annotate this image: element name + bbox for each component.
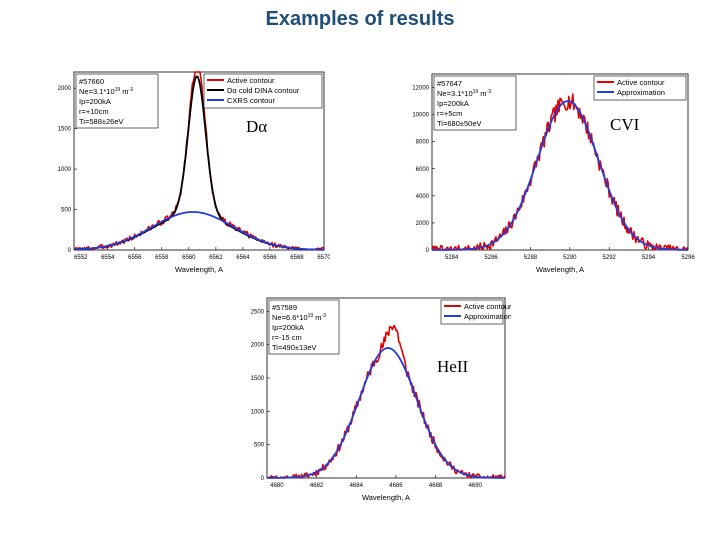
y-tick-label: 2000 <box>416 221 430 227</box>
chart-d-alpha: 6552 6554 6556 6558 6560 6562 6564 6566 6568 6570… <box>58 71 330 274</box>
y-tick-label: 12000 <box>412 86 429 92</box>
y-tick-label: 500 <box>61 208 72 214</box>
info-box <box>75 73 159 129</box>
species-label: CVI <box>610 115 640 134</box>
info-line: r=-15 cm <box>272 333 302 342</box>
x-tick-label: 6568 <box>290 255 304 261</box>
x-tick-label: 5288 <box>524 255 538 261</box>
slide-title: Examples of results <box>265 8 455 30</box>
legend-label: Active contour <box>227 76 275 85</box>
x-tick-label: 5286 <box>484 255 498 261</box>
info-line: #57647 <box>437 79 462 88</box>
x-tick-label: 6558 <box>155 255 169 261</box>
x-tick-label: 6564 <box>236 255 250 261</box>
legend-box <box>593 75 687 101</box>
x-tick-label: 6556 <box>128 255 142 261</box>
species-label: HeII <box>437 357 468 376</box>
series-line-2 <box>73 211 325 251</box>
info-line: Ip=200kA <box>272 323 304 332</box>
x-tick-label: 5292 <box>603 255 617 261</box>
info-line: #57660 <box>79 77 104 86</box>
x-tick-label: 5284 <box>445 255 459 261</box>
y-tick-label: 4000 <box>416 194 430 200</box>
x-tick-label: 5294 <box>642 255 656 261</box>
x-tick-label: 4688 <box>429 483 443 489</box>
x-tick-label: 4680 <box>270 483 284 489</box>
info-line: r=+10cm <box>79 107 109 116</box>
legend-label: Approximation <box>617 88 665 97</box>
plot-frame <box>266 297 506 479</box>
y-tick-label: 500 <box>254 443 265 449</box>
chart-cvi: 5284 5286 5288 5290 5292 5294 5296 0 2000 4000 600… <box>412 73 695 274</box>
legend-box <box>440 299 504 325</box>
info-line: #57589 <box>272 303 297 312</box>
info-line: Ne=6.6*1019 m-3 <box>272 313 326 322</box>
y-tick-label: 1500 <box>251 376 265 382</box>
x-tick-label: 4682 <box>310 483 324 489</box>
y-tick-label: 1000 <box>58 167 72 173</box>
x-axis-label: Wavelength, A <box>536 265 584 274</box>
y-tick-label: 0 <box>261 476 265 482</box>
x-tick-label: 4686 <box>389 483 403 489</box>
x-tick-label: 6552 <box>74 255 88 261</box>
y-tick-label: 2500 <box>251 309 265 315</box>
info-line: r=+5cm <box>437 109 462 118</box>
x-tick-label: 6560 <box>182 255 196 261</box>
y-tick-label: 1500 <box>58 127 72 133</box>
y-tick-label: 2000 <box>58 86 72 92</box>
info-line: Ne=3.1*1019 m-3 <box>79 87 133 96</box>
series-line-1 <box>267 347 506 479</box>
info-line: Ti=680±50eV <box>437 119 482 128</box>
info-line: Ti=490±13eV <box>272 343 317 352</box>
x-axis-label: Wavelength, A <box>362 493 410 502</box>
plot-frame <box>431 73 689 251</box>
x-tick-label: 4684 <box>350 483 364 489</box>
series-line-1 <box>432 100 689 251</box>
y-tick-label: 6000 <box>416 167 430 173</box>
info-box <box>268 299 340 355</box>
x-tick-label: 5296 <box>681 255 695 261</box>
x-tick-label: 6562 <box>209 255 223 261</box>
info-line: Ip=200kA <box>79 97 111 106</box>
x-tick-label: 6570 <box>317 255 330 261</box>
x-tick-label: 6566 <box>263 255 277 261</box>
info-line: Ne=3.1*1019 m-3 <box>437 89 491 98</box>
y-tick-label: 1000 <box>251 409 265 415</box>
y-tick-label: 0 <box>68 248 72 254</box>
legend-label: Approximation <box>464 312 511 321</box>
chart-heii: 4680 4682 4684 4686 4688 4690 0 500 1000 1500 2000… <box>251 297 511 502</box>
y-tick-label: 8000 <box>416 140 430 146</box>
x-tick-label: 6554 <box>101 255 115 261</box>
y-tick-label: 10000 <box>412 113 429 119</box>
legend-label: Dα cold DINA contour <box>227 86 300 95</box>
x-tick-label: 4690 <box>469 483 483 489</box>
x-axis-label: Wavelength, A <box>175 265 223 274</box>
y-tick-label: 0 <box>426 248 430 254</box>
legend-label: CXRS contour <box>227 96 275 105</box>
info-box <box>433 75 517 131</box>
info-line: Ip=200kA <box>437 99 469 108</box>
x-tick-label: 5290 <box>563 255 577 261</box>
info-line: Ti=588±26eV <box>79 117 124 126</box>
legend-label: Active contour <box>464 302 511 311</box>
series-line-0 <box>266 324 506 479</box>
y-tick-label: 2000 <box>251 343 265 349</box>
legend-label: Active contour <box>617 78 665 87</box>
species-label: Dα <box>246 117 267 136</box>
